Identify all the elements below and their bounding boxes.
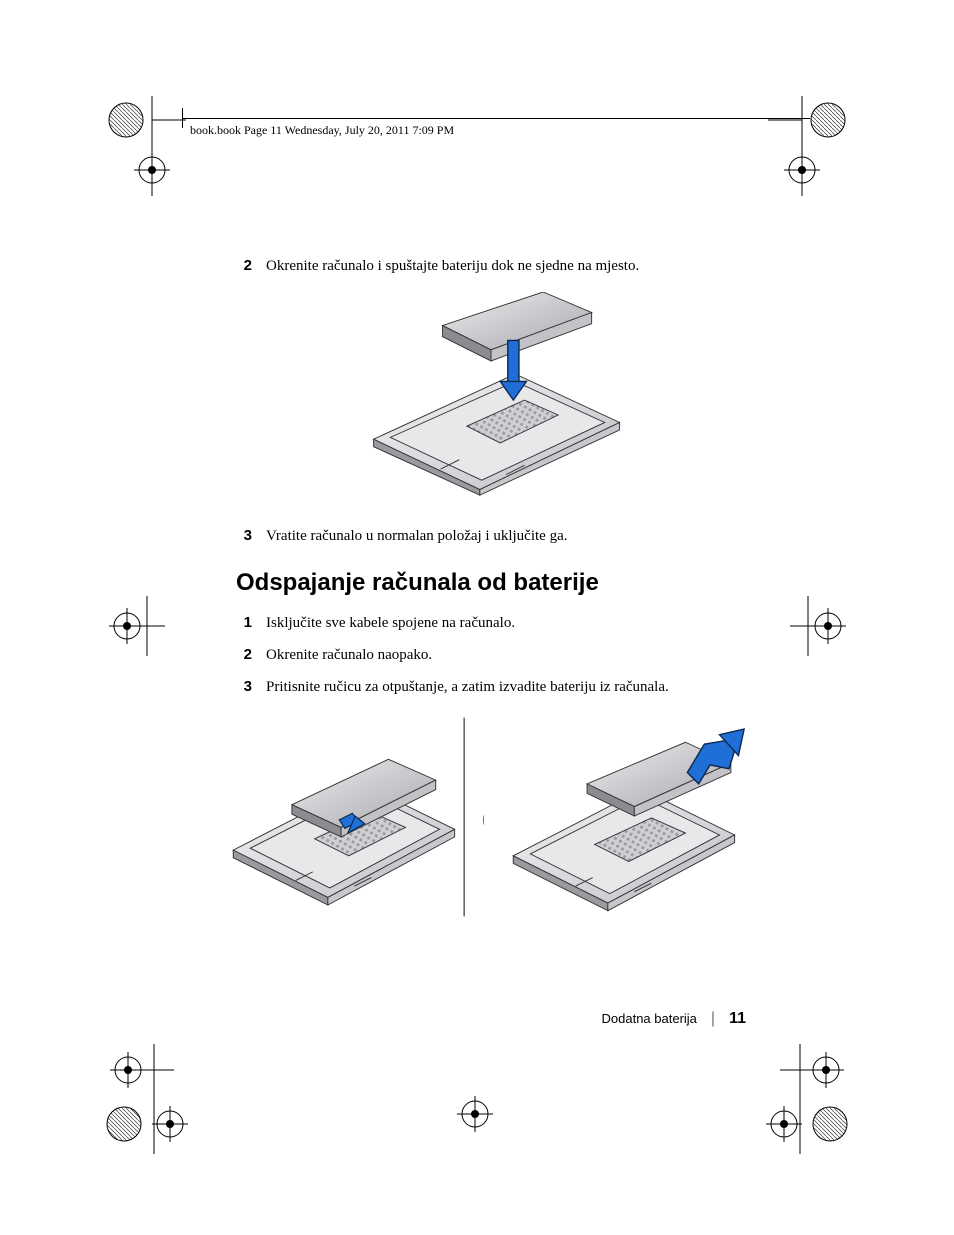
figure-remove-battery [220, 717, 746, 922]
step-text: Vratite računalo u normalan položaj i uk… [266, 526, 746, 546]
reg-mark-mid-left [105, 596, 165, 656]
step-item: 3 Vratite računalo u normalan položaj i … [236, 526, 746, 546]
reg-mark-top-right [768, 96, 848, 196]
reg-mark-mid-right [790, 596, 850, 656]
step-number: 1 [236, 613, 252, 633]
step-text: Okrenite računalo i spuštajte bateriju d… [266, 256, 746, 276]
footer-separator: | [711, 1010, 715, 1028]
step-number: 3 [236, 677, 252, 697]
running-header: book.book Page 11 Wednesday, July 20, 20… [190, 123, 454, 138]
step-number: 3 [236, 526, 252, 546]
step-item: 1 Isključite sve kabele spojene na račun… [236, 613, 746, 633]
header-rule [182, 118, 810, 119]
step-item: 2 Okrenite računalo naopako. [236, 645, 746, 665]
reg-mark-bottom-center [445, 1084, 505, 1144]
footer-page-number: 11 [729, 1010, 746, 1028]
page-content: 2 Okrenite računalo i spuštajte bateriju… [236, 256, 746, 922]
header-tick [182, 108, 183, 128]
footer-section: Dodatna baterija [602, 1011, 697, 1026]
figure-panel-right [500, 717, 746, 922]
reg-mark-bottom-right [746, 1044, 856, 1154]
step-number: 2 [236, 256, 252, 276]
page-footer: Dodatna baterija | 11 [236, 1010, 746, 1028]
transition-arrow-icon [482, 803, 484, 837]
section-heading: Odspajanje računala od baterije [236, 569, 746, 597]
step-item: 2 Okrenite računalo i spuštajte bateriju… [236, 256, 746, 276]
step-item: 3 Pritisnite ručicu za otpuštanje, a zat… [236, 677, 746, 697]
step-text: Pritisnite ručicu za otpuštanje, a zatim… [266, 677, 746, 697]
figure-insert-battery [236, 292, 746, 502]
figure-panel-left [220, 717, 466, 922]
step-text: Isključite sve kabele spojene na računal… [266, 613, 746, 633]
reg-mark-top-left [106, 96, 186, 196]
reg-mark-bottom-left [98, 1044, 208, 1154]
step-text: Okrenite računalo naopako. [266, 645, 746, 665]
step-number: 2 [236, 645, 252, 665]
